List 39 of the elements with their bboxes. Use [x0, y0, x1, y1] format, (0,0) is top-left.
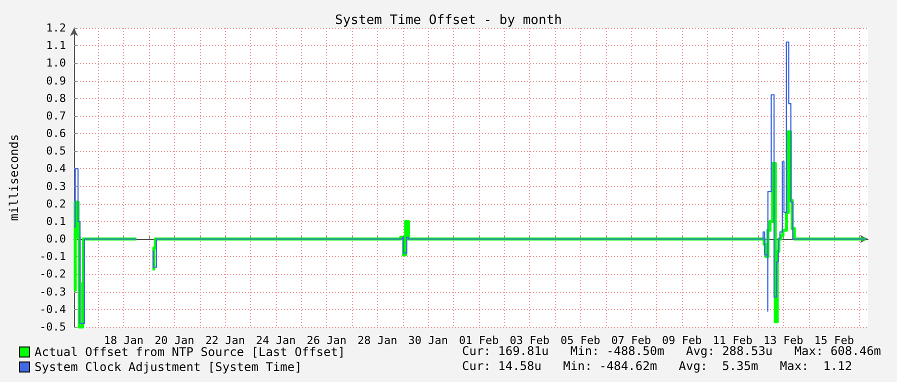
- y-tick-label: -0.1: [40, 250, 66, 264]
- x-tick-label: 24 Jan: [256, 334, 296, 347]
- x-tick-label: 28 Jan: [358, 334, 398, 347]
- y-tick-label: 1.0: [46, 56, 66, 70]
- y-tick-label: 0.9: [46, 74, 66, 88]
- x-tick-label: 13 Feb: [764, 334, 804, 347]
- y-tick-label: -0.2: [40, 268, 66, 281]
- y-tick-label: 0.8: [46, 92, 66, 105]
- y-tick-label: 0.1: [46, 214, 66, 228]
- y-tick-label: -0.5: [40, 320, 66, 334]
- y-tick-label: 0.6: [46, 127, 66, 140]
- x-tick-label: 05 Feb: [560, 334, 600, 347]
- y-tick-label: 0.3: [46, 180, 66, 193]
- y-tick-label: 1.1: [46, 39, 66, 52]
- x-tick-label: 07 Feb: [611, 334, 652, 347]
- x-tick-label: 01 Feb: [459, 334, 499, 347]
- chart-title: System Time Offset - by month: [335, 13, 562, 28]
- x-tick-label: 18 Jan: [104, 334, 144, 347]
- y-tick-label: 0.0: [46, 232, 66, 246]
- x-tick-label: 11 Feb: [712, 334, 753, 347]
- x-tick-label: 26 Jan: [306, 334, 347, 347]
- y-axis-title: milliseconds: [7, 134, 21, 221]
- y-tick-label: 1.2: [46, 22, 66, 34]
- x-tick-label: 22 Jan: [205, 334, 246, 347]
- y-tick-label: 0.5: [46, 144, 66, 158]
- x-tick-label: 15 Feb: [814, 334, 854, 347]
- x-tick-label: 03 Feb: [510, 334, 550, 347]
- legend-label: Actual Offset from NTP Source [Last Offset]: [34, 345, 346, 359]
- y-tick-label: 0.7: [46, 109, 66, 122]
- text: Cur: 14.58u Min: -484.62m Avg: 5.35m Max: 1.12: [462, 359, 852, 373]
- y-tick-label: 0.4: [46, 162, 66, 176]
- x-tick-label: 20 Jan: [154, 334, 194, 347]
- text: Cur: 169.81u Min: -488.50m Avg: 288.53u Max: 608.46m: [462, 344, 882, 358]
- legend-label: System Clock Adjustment [System Time]: [34, 360, 302, 374]
- y-tick-label: 0.2: [46, 197, 66, 210]
- x-tick-label: 30 Jan: [408, 334, 448, 347]
- y-tick-label: -0.4: [40, 302, 66, 316]
- y-tick-label: -0.3: [40, 285, 66, 298]
- x-tick-label: 09 Feb: [662, 334, 702, 347]
